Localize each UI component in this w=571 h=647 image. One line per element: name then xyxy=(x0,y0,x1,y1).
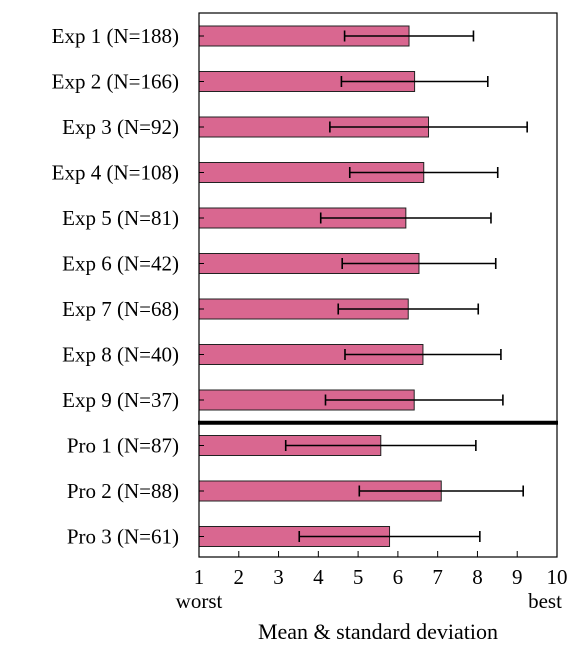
error-bar xyxy=(329,121,528,133)
error-bar xyxy=(298,531,481,542)
x-tick-label: 8 xyxy=(472,565,483,589)
x-axis-low-annotation: worst xyxy=(176,589,223,613)
category-label: Pro 1 (N=87) xyxy=(67,434,179,458)
error-bar xyxy=(348,167,499,178)
error-bar xyxy=(358,485,524,497)
x-tick-label: 2 xyxy=(234,565,245,589)
category-labels: Exp 1 (N=188) Exp 2 (N=166) Exp 3 (N=92) Ex… xyxy=(52,24,204,549)
category-label: Exp 3 (N=92) xyxy=(62,115,179,139)
x-axis-high-annotation: best xyxy=(528,589,562,613)
error-bar xyxy=(284,440,477,451)
category-label: Exp 2 (N=166) xyxy=(52,70,179,94)
x-tick-label: 4 xyxy=(313,565,324,589)
category-label: Exp 6 (N=42) xyxy=(62,252,179,276)
error-bars-layer xyxy=(284,30,528,542)
error-bar xyxy=(344,349,502,360)
x-tick-label: 6 xyxy=(393,565,404,589)
error-bar xyxy=(340,76,489,87)
category-label: Pro 3 (N=61) xyxy=(67,525,179,549)
error-bar xyxy=(343,30,475,42)
x-tick-label: 5 xyxy=(353,565,364,589)
x-tick-label: 3 xyxy=(273,565,284,589)
category-label: Pro 2 (N=88) xyxy=(67,479,179,503)
plot-frame xyxy=(198,12,558,558)
error-bar xyxy=(337,303,480,315)
x-tick-label: 1 xyxy=(194,565,205,589)
category-label: Exp 8 (N=40) xyxy=(62,343,179,367)
x-axis-ticks: 1 2 3 4 5 6 7 8 9 10 xyxy=(194,551,568,589)
x-tick-label: 9 xyxy=(512,565,523,589)
category-label: Exp 9 (N=37) xyxy=(62,388,179,412)
x-tick-label: 10 xyxy=(547,565,568,589)
bars-layer xyxy=(198,25,442,547)
category-label: Exp 5 (N=81) xyxy=(62,206,179,230)
category-label: Exp 7 (N=68) xyxy=(62,297,179,321)
error-bar xyxy=(319,212,492,224)
x-tick-label: 7 xyxy=(432,565,443,589)
category-label: Exp 4 (N=108) xyxy=(52,161,179,185)
category-label: Exp 1 (N=188) xyxy=(52,24,179,48)
error-bar xyxy=(324,394,504,406)
error-bar xyxy=(341,258,497,269)
x-axis-label: Mean & standard deviation xyxy=(258,619,498,644)
